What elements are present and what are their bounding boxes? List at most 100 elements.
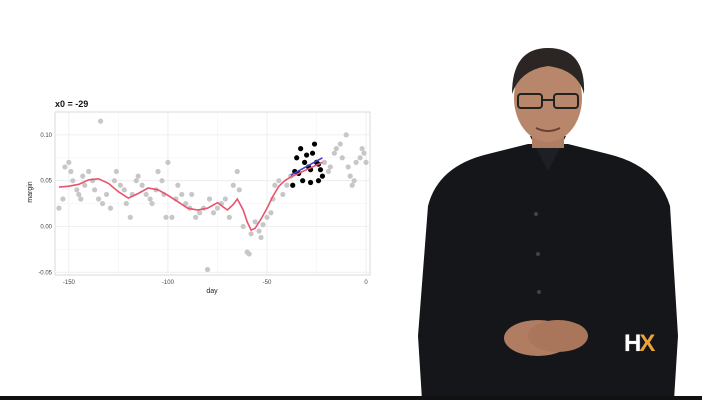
data-point [60,196,66,202]
window-data-point [319,173,326,179]
data-point [353,159,359,165]
window-data-point [304,152,310,158]
data-point [179,191,185,198]
data-point [143,191,149,198]
data-point [260,222,266,228]
data-point [107,205,114,211]
data-point [204,266,211,273]
window-data-point [302,159,308,165]
data-point [276,178,282,184]
data-point [159,178,165,184]
data-point [268,210,274,216]
data-point [147,196,153,202]
data-point [333,146,339,152]
data-point [74,187,80,193]
data-point [234,168,240,175]
plot-panel [54,111,371,276]
data-point [339,155,345,161]
data-point [222,196,228,202]
window-data-point [317,167,324,173]
data-point [70,178,76,184]
data-point [97,118,104,124]
data-point [103,191,110,198]
data-point [169,214,175,220]
data-point [165,159,171,165]
data-point [264,214,270,220]
data-point [331,150,337,156]
data-point [325,168,331,175]
data-point [175,182,181,188]
data-point [99,200,106,207]
window-data-point [294,155,300,161]
data-point [284,182,290,188]
data-point [76,191,82,198]
data-point [349,182,355,188]
data-point [214,205,221,211]
data-point [210,210,217,216]
data-point [189,191,195,198]
data-point [123,200,129,207]
x-tick-label: -150 [63,280,76,286]
data-point [135,173,141,179]
data-point [236,187,242,193]
data-point [133,178,139,184]
window-data-point [311,141,318,147]
data-point [272,182,278,188]
data-point [343,132,349,138]
data-point [337,141,343,147]
x-tick-label: -50 [263,280,272,286]
y-tick-label: 0.05 [40,179,52,185]
data-point [345,164,351,170]
data-point [226,214,232,220]
data-point [80,173,86,179]
presenter-figure [418,48,678,400]
data-point [197,210,203,216]
data-point [280,191,286,198]
data-point [68,168,74,175]
window-data-point [307,179,314,186]
shirt-shape [418,144,678,400]
data-point [193,214,199,220]
data-point [363,159,369,165]
local-fit-line [290,157,323,176]
plot-area: -150 -100 -50 0 -0.05 0.00 0.05 0.10 [38,111,371,286]
x-axis-label: day [206,288,218,295]
data-point [121,187,127,193]
data-point [86,168,92,175]
data-point [246,251,252,257]
window-data-point [300,178,306,184]
data-point [240,223,246,230]
data-point [351,178,357,184]
data-point [56,205,62,211]
data-point [359,146,365,152]
head-shape [514,54,582,142]
data-point [82,182,88,188]
data-point [155,168,161,175]
y-tick-label: 0.10 [40,133,52,139]
data-point [347,173,353,179]
data-point [149,200,155,207]
smooth-curve [58,161,323,232]
window-data-point [298,146,304,152]
data-point [361,150,367,156]
data-point [139,182,145,188]
data-point [206,196,213,202]
window-data-point [309,150,316,156]
data-point [258,234,264,241]
data-point [163,214,169,220]
data-point [111,178,118,184]
data-point [78,196,84,202]
data-point [117,182,123,188]
hx-logo: HX [624,330,655,357]
data-point [357,155,363,161]
data-point [66,159,72,165]
y-axis-label: margin [27,181,34,203]
window-data-point [290,182,296,188]
data-point [62,164,68,170]
data-point [92,187,98,193]
data-point [248,231,254,237]
x-tick-label: 0 [364,280,368,286]
data-point [256,228,262,234]
data-point [183,200,189,207]
